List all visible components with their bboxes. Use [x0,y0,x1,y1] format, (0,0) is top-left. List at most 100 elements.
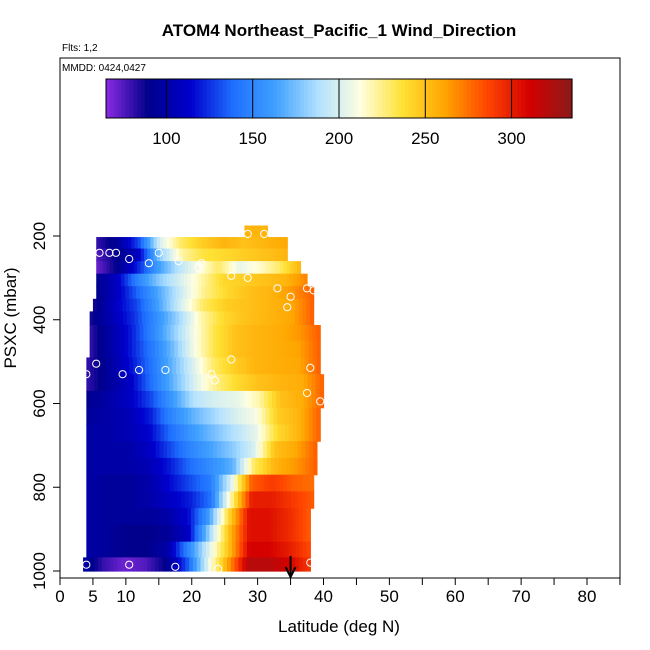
heatmap-cell [294,474,300,493]
heatmap-cell [162,557,167,572]
heatmap-cell [142,524,147,543]
heatmap-cell [151,298,157,312]
colorbar-swatch [467,79,472,118]
heatmap-cell [86,407,91,426]
heatmap-cell [86,491,91,509]
heatmap-cell [278,457,283,476]
heatmap-cell [170,457,176,476]
heatmap-cell [119,524,125,543]
heatmap-cell [134,508,140,526]
heatmap-cell [208,324,214,342]
heatmap-cell [276,508,282,526]
heatmap-cell [145,390,151,409]
heatmap-cell [207,237,212,250]
heatmap-cell [229,273,234,287]
heatmap-cell [151,324,156,342]
heatmap-cell [268,390,273,409]
heatmap-cell [223,237,228,250]
heatmap-cell [157,524,162,543]
heatmap-cell [257,557,262,572]
heatmap-cell [131,474,137,493]
heatmap-cell [124,491,129,509]
heatmap-cell [120,557,126,572]
heatmap-cell [183,424,189,442]
heatmap-cell [141,390,147,409]
heatmap-cell [97,441,103,459]
heatmap-cell [311,374,317,392]
heatmap-cell [191,357,197,375]
heatmap-cell [290,474,296,493]
heatmap-cell [98,374,103,392]
heatmap-cell [162,273,168,287]
heatmap-cell [164,508,170,526]
colorbar-swatch [564,79,569,118]
colorbar-swatch [366,79,371,118]
heatmap-cell [133,374,139,392]
heatmap-cell [290,261,295,275]
heatmap-cell [284,508,289,526]
heatmap-cell [96,248,101,262]
heatmap-cell [241,491,247,509]
heatmap-cell [211,557,217,572]
heatmap-cell [89,311,94,326]
heatmap-cell [203,407,208,426]
x-tick-label: 20 [182,587,201,606]
heatmap-cell [232,457,237,476]
heatmap-cell [93,324,98,342]
heatmap-cell [301,441,306,459]
heatmap-cell [129,298,134,312]
heatmap-cell [276,541,282,558]
heatmap-cell [225,298,230,312]
heatmap-cell [269,407,275,426]
heatmap-cell [295,390,301,409]
heatmap-cell [300,424,306,442]
heatmap-cell [187,273,192,287]
heatmap-cell [124,441,130,459]
heatmap-cell [128,324,133,342]
heatmap-cell [168,508,173,526]
heatmap-cell [302,286,307,300]
heatmap-cell [253,557,258,572]
heatmap-cell [244,390,249,409]
colorbar-swatch [214,79,220,118]
heatmap-cell [272,390,277,409]
heatmap-cell [287,508,293,526]
heatmap-cell [156,407,162,426]
heatmap-cell [159,457,164,476]
heatmap-cell [239,248,244,262]
heatmap-cell [116,324,121,342]
heatmap-cell [271,491,277,509]
heatmap-cell [94,441,99,459]
heatmap-cell [261,248,266,262]
heatmap-cell [238,311,244,326]
heatmap-cell [289,424,294,442]
heatmap-cell [166,248,171,262]
heatmap-cell [246,424,251,442]
heatmap-cell [101,407,107,426]
heatmap-cell [244,374,249,392]
heatmap-cell [146,491,152,509]
colorbar-swatch [362,79,367,118]
heatmap-cell [160,357,165,375]
heatmap-cell [286,441,291,459]
heatmap-cell [124,248,129,262]
heatmap-cell [239,541,244,558]
heatmap-cell [251,457,257,476]
heatmap-cell [265,298,271,312]
heatmap-cell [198,261,203,275]
heatmap-cell [256,390,261,409]
heatmap-cell [252,374,257,392]
heatmap-cell [99,248,104,262]
heatmap-cell [151,340,156,359]
heatmap-cell [205,457,210,476]
colorbar-swatch [525,79,530,118]
heatmap-cell [287,474,292,493]
heatmap-cell [277,357,282,375]
heatmap-cell [120,474,125,493]
heatmap-cell [250,541,255,558]
colorbar-swatch [140,79,146,118]
colorbar-swatch [269,79,274,118]
heatmap-cell [173,273,178,287]
heatmap-cell [209,311,214,326]
heatmap-cell [274,248,279,262]
